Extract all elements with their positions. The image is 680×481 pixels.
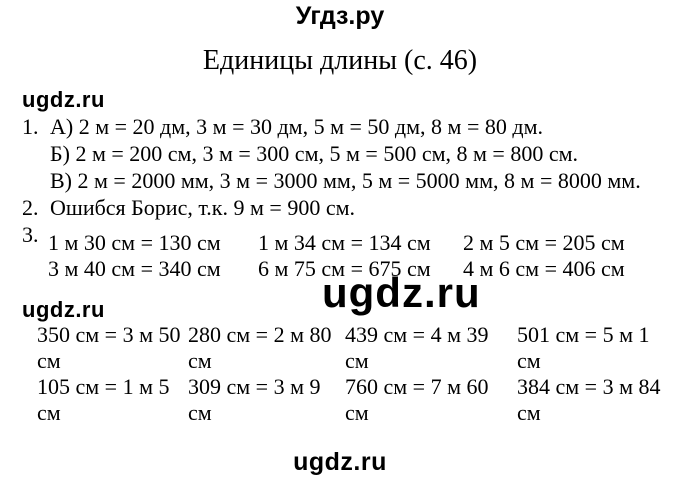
task-2-line: 2. Ошибся Борис, т.к. 9 м = 900 см. <box>22 194 672 221</box>
watermark-center: ugdz.ru <box>322 269 481 316</box>
table-cell: 501 см = 5 м 1 см <box>517 322 650 373</box>
task-1-text-b: Б) 2 м = 200 см, 3 м = 300 см, 5 м = 500… <box>50 141 579 166</box>
grid-cell: 1 м 30 см = 130 см <box>48 230 221 255</box>
grid-cell: 2 м 5 см = 205 см <box>463 230 625 255</box>
task-3-number: 3. <box>22 222 39 247</box>
table-row: 350 см = 3 м 50 см 280 см = 2 м 80 см 43… <box>37 322 677 374</box>
watermark-bottom: ugdz.ru <box>293 448 387 476</box>
table-row: 105 см = 1 м 5 см 309 см = 3 м 9 см 760 … <box>37 374 677 426</box>
conversion-grid: 1 м 30 см = 130 см 1 м 34 см = 134 см 2 … <box>48 230 673 282</box>
task-1-line-b: Б) 2 м = 200 см, 3 м = 300 см, 5 м = 500… <box>22 140 672 167</box>
table-cell: 105 см = 1 м 5 см <box>37 374 170 425</box>
task-3-line: 3. <box>22 221 672 248</box>
table-cell: 384 см = 3 м 84 см <box>517 374 661 425</box>
conversion-grid-row: 3 м 40 см = 340 см 6 м 75 см = 675 см 4 … <box>48 256 673 282</box>
table-cell: 309 см = 3 м 9 см <box>188 374 321 425</box>
grid-cell: 1 м 34 см = 134 см <box>258 230 431 255</box>
task-1-line-a: 1. А) 2 м = 20 дм, 3 м = 30 дм, 5 м = 50 … <box>22 113 672 140</box>
page-title: Единицы длины (с. 46) <box>202 45 478 76</box>
task-2-number: 2. <box>22 195 39 220</box>
conversion-table: 350 см = 3 м 50 см 280 см = 2 м 80 см 43… <box>37 322 677 426</box>
task-1-text-a: А) 2 м = 20 дм, 3 м = 30 дм, 5 м = 50 дм… <box>50 114 543 139</box>
task-1-text-c: В) 2 м = 2000 мм, 3 м = 3000 мм, 5 м = 5… <box>50 168 641 193</box>
task-2-text: Ошибся Борис, т.к. 9 м = 900 см. <box>50 195 356 220</box>
grid-cell: 6 м 75 см = 675 см <box>258 256 431 281</box>
table-cell: 350 см = 3 м 50 см <box>37 322 181 373</box>
grid-cell: 4 м 6 см = 406 см <box>463 256 625 281</box>
site-logo-text: Угдз.ру <box>295 2 385 30</box>
task-1-number: 1. <box>22 114 39 139</box>
table-cell: 439 см = 4 м 39 см <box>345 322 489 373</box>
table-cell: 280 см = 2 м 80 см <box>188 322 332 373</box>
answers-list: 1. А) 2 м = 20 дм, 3 м = 30 дм, 5 м = 50 … <box>22 113 672 248</box>
watermark-mid-left: ugdz.ru <box>22 297 105 322</box>
grid-cell: 3 м 40 см = 340 см <box>48 256 221 281</box>
conversion-grid-row: 1 м 30 см = 130 см 1 м 34 см = 134 см 2 … <box>48 230 673 256</box>
table-cell: 760 см = 7 м 60 см <box>345 374 489 425</box>
task-1-line-c: В) 2 м = 2000 мм, 3 м = 3000 мм, 5 м = 5… <box>22 167 672 194</box>
watermark-top-left: ugdz.ru <box>22 87 105 112</box>
